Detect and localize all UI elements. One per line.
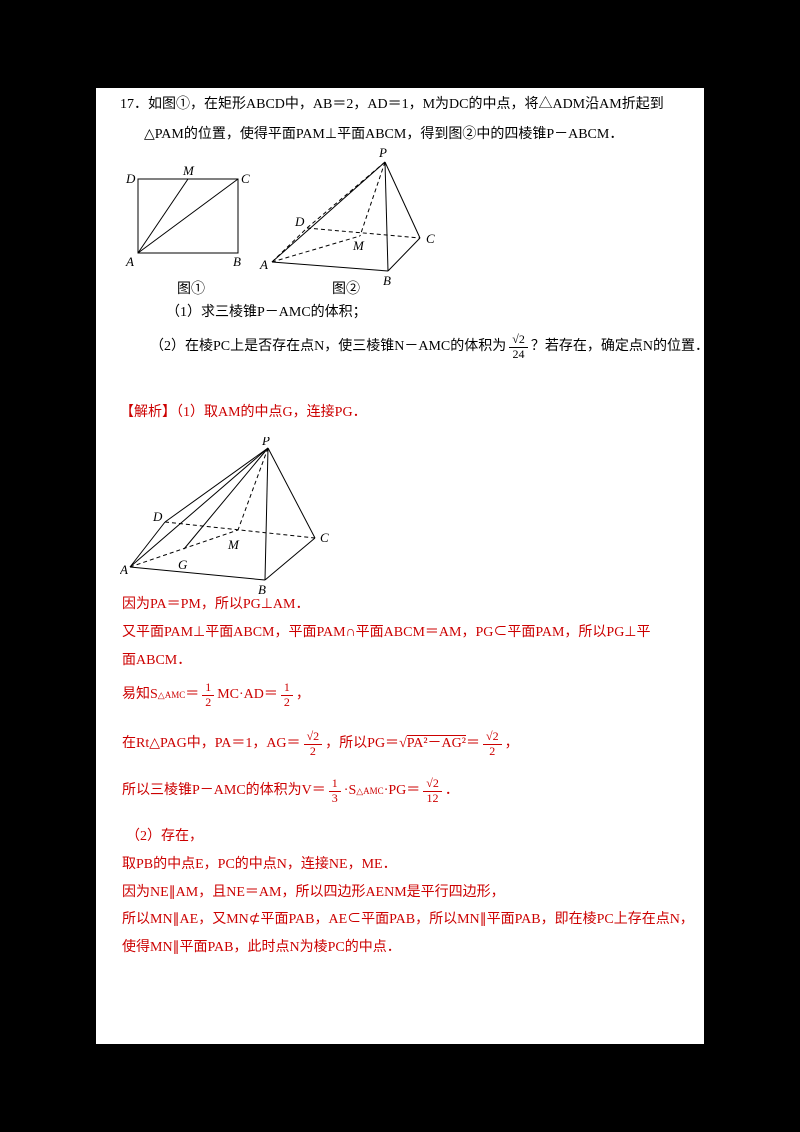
- vertex-label-a: A: [120, 562, 128, 577]
- solution-line-4: 面ABCM．: [122, 653, 192, 668]
- solution-line-10: 因为NE∥AM，且NE＝AM，所以四边形AENM是平行四边形，: [122, 885, 505, 900]
- solution-line-8: （2）存在，: [126, 829, 203, 844]
- solution-line-3: 又平面PAM⊥平面ABCM，平面PAM∩平面ABCM＝AM，PG⊂平面PAM，所…: [122, 625, 651, 640]
- edge-PC: [384, 161, 421, 239]
- vertex-label-g: G: [178, 557, 188, 572]
- edge-AD: [129, 521, 166, 568]
- vertex-label-m: M: [227, 537, 240, 552]
- edge-PA: [271, 161, 386, 263]
- edge-AC: [137, 178, 239, 254]
- solution-line-1: 【解析】（1）取AM的中点G，连接PG．: [120, 405, 367, 420]
- solution-line-5: 易知S △AMC ＝ 1 2 MC·AD＝ 1 2，: [122, 679, 310, 709]
- figure2-caption: 图②: [332, 282, 360, 297]
- problem-line-4: （2）在棱PC上是否存在点N，使三棱锥N－AMC的体积为 √2 24 ？若存在，确定点…: [150, 331, 709, 361]
- edge-PD: [306, 161, 386, 229]
- rect-ABCD: [137, 178, 239, 254]
- vertex-label-c: C: [426, 231, 435, 246]
- edge-PC: [267, 447, 316, 539]
- edge-AM: [271, 235, 361, 263]
- edge-BC: [264, 537, 316, 581]
- solution-line-11: 所以MN∥AE，又MN⊄平面PAB，AE⊂平面PAB，所以MN∥平面PAB，即在…: [122, 912, 694, 927]
- solution-line-12: 使得MN∥平面PAB，此时点N为棱PC的中点．: [122, 940, 401, 955]
- edge-PB: [264, 447, 269, 581]
- edge-AD: [271, 227, 308, 263]
- vertex-label-b: B: [258, 582, 266, 597]
- figure2-pyramid-diagram: P D M C A B: [259, 146, 435, 286]
- vertex-label-a: A: [125, 254, 134, 269]
- edge-PB: [384, 161, 389, 272]
- figure1-rectangle-diagram: D M C A B: [125, 163, 250, 269]
- vertex-label-b: B: [233, 254, 241, 269]
- vertex-label-m: M: [352, 238, 365, 253]
- solution-line-9: 取PB的中点E，PC的中点N，连接NE，ME．: [122, 857, 397, 872]
- figure1-caption: 图①: [177, 282, 205, 297]
- edge-AM: [137, 178, 189, 254]
- edge-PM: [359, 161, 386, 237]
- vertex-label-m: M: [182, 163, 195, 178]
- edge-DC: [306, 227, 421, 239]
- vertex-label-b: B: [383, 273, 391, 286]
- edge-PM: [237, 447, 269, 531]
- solution-line-7: 所以三棱锥P－AMC的体积为V＝ 1 3 ·S △AMC ·PG＝ √2 12 ．: [122, 775, 459, 805]
- edge-AM: [129, 529, 239, 568]
- vertex-label-c: C: [320, 530, 329, 545]
- document-page: 17．如图①，在矩形ABCD中，AB＝2，AD＝1，M为DC的中点，将△ADM沿…: [96, 88, 709, 1044]
- vertex-label-p: P: [261, 437, 270, 448]
- edge-PD: [164, 447, 269, 523]
- edge-DC: [164, 521, 316, 539]
- edge-PA: [129, 447, 269, 568]
- vertex-label-c: C: [241, 171, 250, 186]
- vertex-label-d: D: [152, 509, 163, 524]
- problem-line-3: （1）求三棱锥P－AMC的体积；: [166, 305, 367, 320]
- vertex-label-a: A: [259, 257, 268, 272]
- edge-AB: [271, 261, 389, 272]
- problem-line-1: 17．如图①，在矩形ABCD中，AB＝2，AD＝1，M为DC的中点，将△ADM沿…: [120, 97, 664, 112]
- solution-line-2: 因为PA＝PM，所以PG⊥AM．: [122, 597, 310, 612]
- figure3-solution-diagram: P D A G M C B: [120, 437, 329, 597]
- edge-BC: [387, 237, 421, 272]
- edge-AB: [129, 566, 266, 581]
- problem-line-2: △PAM的位置，使得平面PAM⊥平面ABCM，得到图②中的四棱锥P－ABCM．: [144, 127, 624, 142]
- solution-line-6: 在Rt△PAG中，PA＝1，AG＝ √2 2 ，所以PG＝ √PA²－AG² ＝ √2 2，: [122, 728, 519, 758]
- vertex-label-p: P: [378, 146, 387, 160]
- edge-PG: [183, 447, 269, 550]
- vertex-label-d: D: [125, 171, 136, 186]
- vertex-label-d: D: [294, 214, 305, 229]
